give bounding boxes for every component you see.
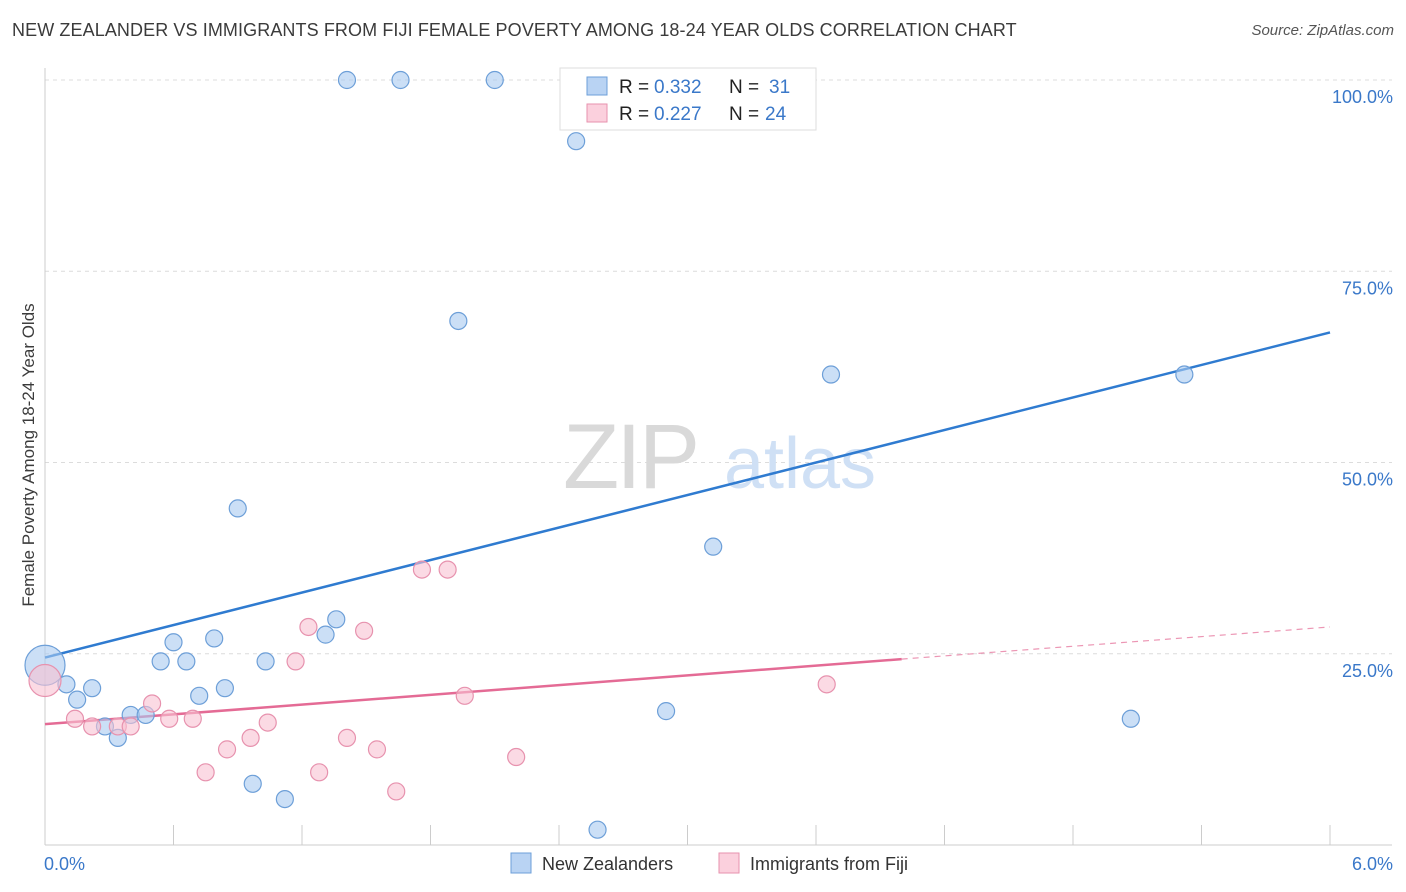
points-layer xyxy=(24,70,1194,839)
point-new-zealanders-12 xyxy=(205,629,224,648)
stats-legend: R = 0.332 N = 31 R = 0.227 N = 24 xyxy=(559,67,817,131)
point-new-zealanders-16 xyxy=(256,652,275,671)
stats-legend-swatch-new-zealanders xyxy=(586,76,608,96)
point-fiji-5 xyxy=(142,694,162,713)
point-fiji-21 xyxy=(455,686,474,705)
series-legend: New Zealanders Immigrants from Fiji xyxy=(510,852,908,874)
watermark: ZIP atlas xyxy=(563,406,876,508)
stats-r-label-1: R = xyxy=(619,104,649,125)
legend-swatch-fiji xyxy=(718,852,740,874)
point-new-zealanders-21 xyxy=(391,70,410,90)
x-tick-label-min: 0.0% xyxy=(44,854,85,874)
point-fiji-10 xyxy=(241,728,260,748)
point-fiji-12 xyxy=(286,652,305,671)
point-new-zealanders-18 xyxy=(316,625,335,644)
stats-n-value-0: 31 xyxy=(769,77,790,98)
y-tick-label-1: 50.0% xyxy=(1342,470,1393,490)
y-tick-label-0: 25.0% xyxy=(1342,661,1393,681)
watermark-zip: ZIP xyxy=(563,406,697,508)
watermark-atlas: atlas xyxy=(724,424,876,504)
stats-n-value-1: 24 xyxy=(765,104,787,125)
point-new-zealanders-17 xyxy=(275,789,294,809)
point-new-zealanders-9 xyxy=(164,633,183,652)
point-new-zealanders-27 xyxy=(704,537,723,556)
point-fiji-14 xyxy=(310,763,329,782)
point-fiji-4 xyxy=(121,717,140,736)
point-fiji-18 xyxy=(387,782,406,801)
point-fiji-17 xyxy=(367,740,387,759)
point-fiji-22 xyxy=(507,747,526,767)
y-tick-labels: 25.0% 50.0% 75.0% 100.0% xyxy=(1332,87,1393,681)
point-new-zealanders-3 xyxy=(83,679,102,698)
point-new-zealanders-26 xyxy=(656,702,676,721)
point-fiji-11 xyxy=(258,713,277,732)
stats-n-label-1: N = xyxy=(729,104,759,125)
point-new-zealanders-28 xyxy=(821,365,841,384)
stats-legend-swatch-fiji xyxy=(586,103,608,123)
legend-label-fiji: Immigrants from Fiji xyxy=(750,854,908,874)
point-fiji-20 xyxy=(438,560,457,579)
point-new-zealanders-8 xyxy=(151,652,170,671)
point-new-zealanders-23 xyxy=(485,70,504,90)
point-fiji-15 xyxy=(337,728,357,748)
legend-swatch-new-zealanders xyxy=(510,852,532,874)
point-new-zealanders-15 xyxy=(243,774,262,793)
trend-layer xyxy=(44,331,1331,726)
legend-label-new-zealanders: New Zealanders xyxy=(542,854,673,874)
point-new-zealanders-13 xyxy=(215,679,234,698)
stats-n-label-0: N = xyxy=(729,77,759,98)
point-fiji-1 xyxy=(65,709,85,728)
point-fiji-7 xyxy=(183,709,202,728)
point-fiji-19 xyxy=(412,560,432,579)
point-fiji-2 xyxy=(83,717,102,736)
point-fiji-13 xyxy=(299,617,318,637)
stats-r-value-0: 0.332 xyxy=(654,77,702,98)
y-tick-label-2: 75.0% xyxy=(1342,278,1393,298)
point-new-zealanders-30 xyxy=(1175,365,1194,384)
point-new-zealanders-10 xyxy=(177,652,196,671)
point-new-zealanders-24 xyxy=(567,132,586,151)
stats-r-value-1: 0.227 xyxy=(654,104,702,125)
point-new-zealanders-29 xyxy=(1121,709,1140,728)
point-fiji-0 xyxy=(28,663,62,698)
point-new-zealanders-19 xyxy=(327,610,346,629)
point-new-zealanders-22 xyxy=(449,311,468,331)
point-fiji-16 xyxy=(355,621,374,640)
point-fiji-8 xyxy=(196,763,215,782)
point-new-zealanders-25 xyxy=(588,820,607,839)
point-fiji-23 xyxy=(817,675,836,694)
trend-line-0 xyxy=(44,331,1331,659)
chart-title: NEW ZEALANDER VS IMMIGRANTS FROM FIJI FE… xyxy=(12,20,1017,40)
point-new-zealanders-14 xyxy=(228,499,247,518)
axis-layer xyxy=(44,68,1392,846)
stats-r-label-0: R = xyxy=(619,77,649,98)
y-tick-label-3: 100.0% xyxy=(1332,87,1393,107)
point-fiji-6 xyxy=(160,709,179,728)
point-new-zealanders-11 xyxy=(190,686,209,705)
x-tick-labels: 0.0% 6.0% xyxy=(44,854,1393,874)
y-axis-label: Female Poverty Among 18-24 Year Olds xyxy=(19,303,38,606)
x-tick-label-max: 6.0% xyxy=(1352,854,1393,874)
chart-source: Source: ZipAtlas.com xyxy=(1251,22,1394,39)
point-new-zealanders-2 xyxy=(68,690,87,709)
point-new-zealanders-20 xyxy=(337,70,357,90)
trend-line-dashed-1 xyxy=(901,626,1331,660)
point-fiji-9 xyxy=(217,740,237,759)
